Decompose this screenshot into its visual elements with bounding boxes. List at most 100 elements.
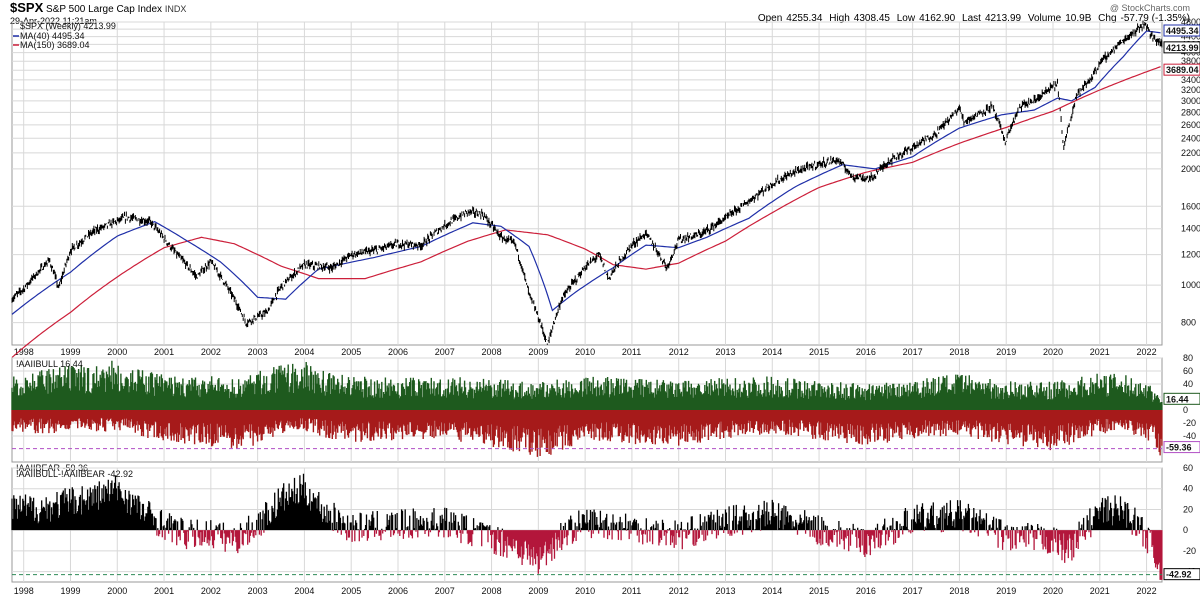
volume-value: 10.9B <box>1065 13 1092 24</box>
high-value: 4308.45 <box>853 13 890 24</box>
price-tick-label: 1600 <box>1181 201 1200 211</box>
year-tick-label-bottom: 2013 <box>715 586 735 596</box>
year-tick-label-bottom: 2002 <box>201 586 221 596</box>
bull-value-tag: 16.44 <box>1166 394 1189 404</box>
price-tick-label: 2400 <box>1181 133 1200 143</box>
year-tick-label-bottom: 2020 <box>1043 586 1063 596</box>
spread-tick-label: 20 <box>1183 504 1193 514</box>
last-price-tag-box <box>1163 41 1200 54</box>
year-tick-label: 2016 <box>856 347 876 357</box>
year-tick-label: 2004 <box>294 347 314 357</box>
ma40-legend-label: MA(40) 4495.34 <box>20 31 85 41</box>
year-tick-label: 2000 <box>107 347 127 357</box>
ma150-line <box>11 66 1161 358</box>
spread-negative-bars <box>156 530 1163 580</box>
chg-value: -57.79 (-1.35%) <box>1120 13 1190 24</box>
year-tick-label-bottom: 2000 <box>107 586 127 596</box>
index-name: S&P 500 Large Cap Index <box>46 4 163 15</box>
bullbear-tick-label: -20 <box>1183 418 1196 428</box>
ma40-price-tag-box <box>1163 24 1200 37</box>
year-tick-label-bottom: 2001 <box>154 586 174 596</box>
watermark: @ StockCharts.com <box>1109 3 1190 13</box>
year-tick-label: 2009 <box>528 347 548 357</box>
year-tick-label-bottom: 1998 <box>14 586 34 596</box>
bullbear-tick-label: -40 <box>1183 431 1196 441</box>
year-tick-label: 2005 <box>341 347 361 357</box>
bullbear-tick-label: 80 <box>1183 353 1193 363</box>
year-tick-label-bottom: 2012 <box>669 586 689 596</box>
high-label: High <box>829 13 850 24</box>
year-tick-label-bottom: 1999 <box>60 586 80 596</box>
spread-value-tag: -42.92 <box>1166 570 1192 580</box>
ma40-line <box>11 30 1161 315</box>
spread-legend: !AAIIBULL-!AAIIBEAR -42.92 <box>16 469 133 479</box>
price-tick-label: 2000 <box>1181 164 1200 174</box>
ma150-price-tag-box <box>1163 63 1200 76</box>
price-tick-label: 4400 <box>1181 32 1200 42</box>
year-tick-label-bottom: 2010 <box>575 586 595 596</box>
price-tick-label: 3400 <box>1181 75 1200 85</box>
year-tick-label-bottom: 2019 <box>996 586 1016 596</box>
last-price-tag: 4213.99 <box>1166 43 1199 53</box>
open-value: 4255.34 <box>786 13 823 24</box>
price-tick-label: 2600 <box>1181 120 1200 130</box>
last-value: 4213.99 <box>984 13 1022 24</box>
aaiibear-bars <box>11 410 1163 457</box>
spread-tick-label: 40 <box>1183 484 1193 494</box>
year-tick-label-bottom: 2016 <box>856 586 876 596</box>
year-tick-label: 2013 <box>715 347 735 357</box>
year-tick-label: 2006 <box>388 347 408 357</box>
year-tick-label: 2003 <box>248 347 268 357</box>
year-tick-label-bottom: 2017 <box>903 586 923 596</box>
year-tick-label: 2015 <box>809 347 829 357</box>
year-tick-label: 2019 <box>996 347 1016 357</box>
spread-positive-bars <box>11 473 1150 531</box>
year-tick-label: 2017 <box>903 347 923 357</box>
volume-label: Volume <box>1027 13 1062 24</box>
year-tick-label-bottom: 2014 <box>762 586 782 596</box>
year-tick-label: 2002 <box>201 347 221 357</box>
spread-tick-label: 60 <box>1183 463 1193 473</box>
year-tick-label-bottom: 2022 <box>1137 586 1157 596</box>
spread-tick-label: 0 <box>1183 525 1188 535</box>
year-tick-label-bottom: 2003 <box>248 586 268 596</box>
year-tick-label: 1998 <box>14 347 34 357</box>
bullbear-tick-label: 40 <box>1183 379 1193 389</box>
year-tick-label: 2001 <box>154 347 174 357</box>
price-tick-label: 3200 <box>1181 85 1200 95</box>
price-tick-label: 1200 <box>1181 250 1200 260</box>
year-tick-label-bottom: 2011 <box>622 586 641 596</box>
year-tick-label-bottom: 2006 <box>388 586 408 596</box>
year-tick-label: 2012 <box>669 347 689 357</box>
price-legend-spx: $SPX (Weekly) 4213.99 <box>20 21 116 31</box>
aaiibull-bars <box>11 360 1163 410</box>
chart-header: $SPX S&P 500 Large Cap Index INDX <box>10 1 187 16</box>
year-tick-label-bottom: 2018 <box>949 586 969 596</box>
year-tick-label: 2020 <box>1043 347 1063 357</box>
year-tick-label: 1999 <box>60 347 80 357</box>
low-label: Low <box>896 13 916 24</box>
bullbear-tick-label: 60 <box>1183 366 1193 376</box>
year-tick-label-bottom: 2007 <box>435 586 455 596</box>
aaiibull-legend: !AAIIBULL 16.44 <box>16 359 83 369</box>
price-tick-label: 1400 <box>1181 224 1200 234</box>
year-tick-label: 2008 <box>482 347 502 357</box>
open-label: Open <box>757 13 783 24</box>
bull-value-tag-box <box>1163 392 1200 405</box>
price-tick-label: 2800 <box>1181 107 1200 117</box>
year-tick-label-bottom: 2021 <box>1090 586 1110 596</box>
year-tick-label: 2011 <box>622 347 641 357</box>
year-tick-label-bottom: 2015 <box>809 586 829 596</box>
year-tick-label-bottom: 2005 <box>341 586 361 596</box>
year-tick-label: 2007 <box>435 347 455 357</box>
last-label: Last <box>962 13 981 24</box>
price-tick-label: 800 <box>1181 318 1196 328</box>
ohlc-readout: Open 4255.34 High 4308.45 Low 4162.90 Last 4… <box>754 13 1190 25</box>
price-tick-label: 1000 <box>1181 280 1200 290</box>
year-tick-label-bottom: 2004 <box>294 586 314 596</box>
exchange: INDX <box>164 4 187 14</box>
year-tick-label-bottom: 2009 <box>528 586 548 596</box>
bear-value-tag-box <box>1163 441 1200 454</box>
spread-tick-label: -20 <box>1183 546 1196 556</box>
